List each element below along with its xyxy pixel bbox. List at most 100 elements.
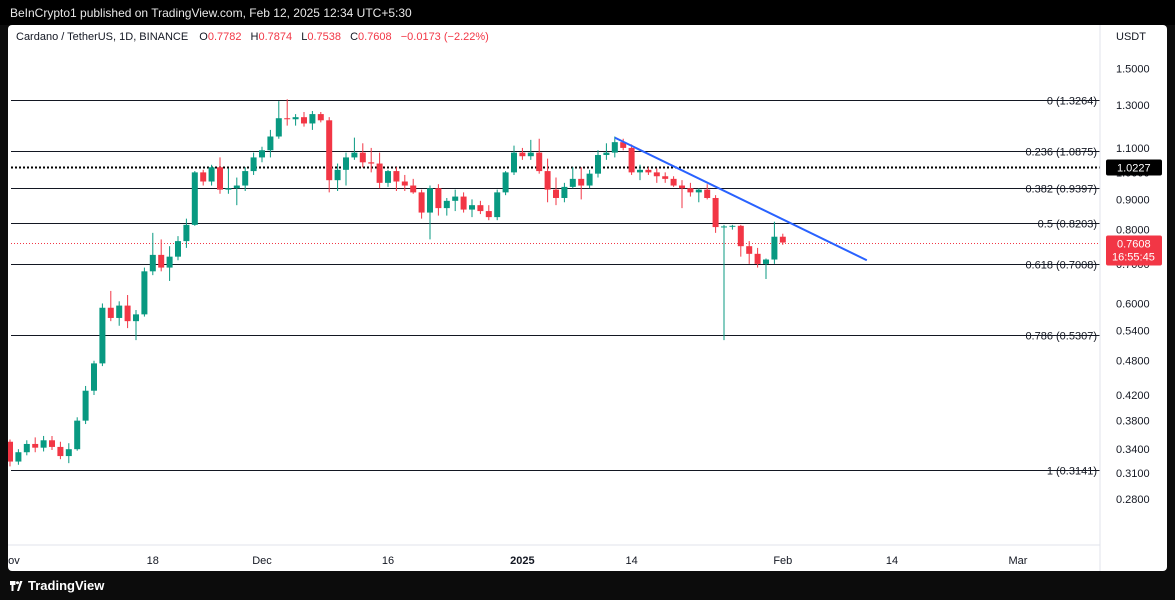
candle-body (359, 152, 366, 163)
candle-body (309, 114, 316, 124)
x-tick-label: Feb (773, 555, 792, 567)
candle-body (284, 118, 291, 120)
fib-level-label: 0.382 (0.9397) (1025, 184, 1097, 196)
currency-label[interactable]: USDT (1116, 31, 1146, 43)
candle-body (74, 420, 81, 450)
x-tick-label: Mar (1009, 555, 1028, 567)
y-tick-label: 0.3400 (1116, 444, 1150, 456)
candle-body (107, 307, 114, 318)
candle-body (469, 205, 475, 210)
y-tick-label: 0.5400 (1116, 325, 1150, 337)
candle-body (737, 225, 744, 247)
y-tick-label: 0.4200 (1116, 390, 1150, 402)
candle-body (553, 189, 559, 198)
top-bar: BeInCrypto1 published on TradingView.com… (0, 0, 1175, 25)
candle-body (166, 256, 173, 268)
x-tick-label: Dec (252, 555, 272, 567)
candle-body (729, 225, 736, 227)
candle-body (91, 363, 97, 391)
candle-body (116, 305, 123, 318)
candle-body (82, 390, 89, 421)
candle-body (259, 150, 265, 158)
candle-body (603, 152, 610, 156)
low-label: L (301, 31, 308, 43)
candle-body (569, 178, 576, 187)
candle-body (595, 155, 601, 174)
price-line-badge-label: 1.0227 (1117, 163, 1151, 175)
candle-body (670, 178, 677, 186)
candle-body (653, 172, 660, 177)
candle-body (149, 254, 156, 272)
fib-level-label: 0.236 (1.0875) (1025, 147, 1097, 159)
x-tick-label: Nov (8, 555, 20, 567)
candle-body (217, 167, 223, 190)
candle-body (250, 157, 257, 172)
candle-body (191, 172, 198, 225)
x-tick-label: 14 (886, 555, 898, 567)
candle-body (334, 169, 341, 181)
candle-body (124, 305, 131, 322)
candle-body (687, 188, 694, 193)
candle-body (679, 185, 685, 189)
candle-body (175, 241, 181, 257)
candle-body (301, 117, 307, 124)
candle-body (385, 171, 391, 183)
y-tick-label: 0.3100 (1116, 468, 1150, 480)
x-tick-label: 16 (382, 555, 394, 567)
symbol-name: Cardano / TetherUS, 1D, BINANCE (16, 31, 189, 43)
tradingview-brand[interactable]: TradingView (10, 578, 104, 593)
candle-body (418, 192, 425, 213)
candle-body (712, 197, 719, 228)
candle-body (721, 226, 727, 228)
candle-body (32, 443, 39, 448)
chart-panel[interactable]: 0 (1.3264) 0.236 (1.0875) 0.382 (0.9397) 0.… (8, 25, 1167, 571)
candle-body (410, 185, 417, 193)
y-tick-label: 1.1000 (1116, 143, 1150, 155)
y-tick-label: 0.8000 (1116, 225, 1150, 237)
candle-body (393, 171, 400, 182)
x-tick-label: 18 (147, 555, 159, 567)
y-tick-label: 0.6000 (1116, 298, 1150, 310)
candle-body (15, 452, 22, 462)
candle-body (494, 192, 501, 218)
candle-body (452, 196, 459, 201)
candle-body (23, 443, 30, 453)
low-value: 0.7538 (307, 31, 341, 43)
candle-body (536, 152, 543, 172)
candle-body (620, 142, 627, 148)
tradingview-logo-icon (10, 580, 23, 591)
candle-body (511, 152, 517, 173)
candle-body (326, 120, 333, 181)
candle-body (183, 224, 190, 242)
x-tick-label: 2025 (510, 555, 534, 567)
candle-body (754, 253, 761, 264)
y-tick-label: 1.5000 (1116, 63, 1150, 75)
candle-body (544, 171, 551, 190)
candle-body (242, 171, 249, 186)
candle-body (527, 152, 534, 157)
change-value: −0.0173 (−2.22%) (400, 31, 489, 43)
high-value: 0.7874 (258, 31, 293, 43)
candle-body (376, 163, 383, 183)
candle-body (401, 181, 408, 186)
y-tick-label: 0.4800 (1116, 356, 1150, 368)
y-tick-label: 0.3800 (1116, 416, 1150, 428)
candle-body (586, 173, 593, 186)
y-tick-label: 0.9000 (1116, 194, 1150, 206)
candle-body (233, 185, 240, 189)
candle-body (208, 167, 215, 182)
countdown-label: 16:55:45 (1112, 252, 1155, 264)
candle-body (695, 189, 702, 193)
fib-level-label: 0.618 (0.7008) (1025, 260, 1097, 272)
candlestick-chart[interactable]: 0 (1.3264) 0.236 (1.0875) 0.382 (0.9397) 0.… (8, 25, 1167, 571)
y-tick-label: 1.3000 (1116, 100, 1150, 112)
high-label: H (250, 31, 259, 43)
bottom-bar: TradingView (0, 571, 1175, 600)
candle-body (8, 441, 13, 462)
last-price-badge-label: 0.7608 (1117, 239, 1151, 251)
candle-body (57, 446, 64, 457)
fib-level-label: 0.5 (0.8203) (1038, 219, 1097, 231)
candle-body (225, 188, 232, 190)
close-value: 0.7608 (358, 31, 392, 43)
candle-body (343, 157, 349, 170)
